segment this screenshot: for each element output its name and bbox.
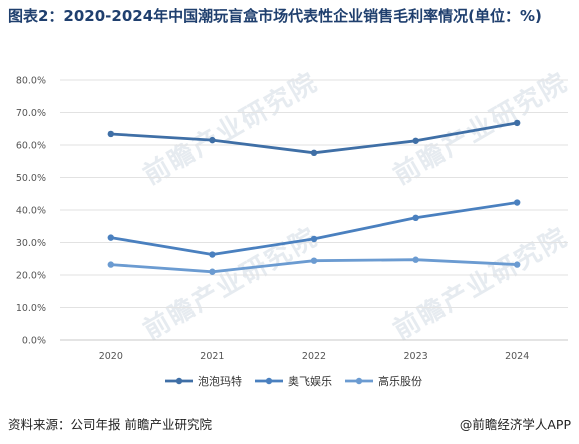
source-note: 资料来源：公司年报 前瞻产业研究院	[8, 417, 212, 432]
y-tick-label: 60.0%	[16, 141, 46, 152]
data-point	[514, 199, 521, 206]
x-tick-label: 2022	[302, 351, 326, 362]
x-tick-label: 2020	[99, 351, 123, 362]
y-axis-ticks: 0.0% 10.0% 20.0% 30.0% 40.0% 50.0% 60.0% 70.0% 8…	[16, 76, 46, 347]
watermark-text: 前瞻产业研究院	[138, 221, 323, 346]
legend-label: 奥飞娱乐	[288, 374, 332, 388]
legend-marker	[175, 377, 183, 385]
y-tick-label: 20.0%	[16, 271, 46, 282]
x-tick-label: 2021	[200, 351, 224, 362]
watermark-text: 前瞻产业研究院	[388, 221, 573, 346]
data-point	[514, 119, 521, 127]
data-point	[107, 130, 115, 138]
data-point	[412, 137, 419, 144]
data-point	[107, 234, 115, 241]
legend: 泡泡玛特 奥飞娱乐 高乐股份	[165, 374, 422, 388]
watermark-text: 前瞻产业研究院	[138, 66, 323, 191]
legend-marker	[355, 377, 363, 385]
y-tick-label: 80.0%	[16, 76, 46, 87]
data-point	[310, 257, 318, 264]
y-tick-label: 30.0%	[16, 238, 46, 249]
data-point	[310, 149, 318, 156]
data-point	[310, 235, 318, 243]
data-point	[412, 214, 419, 221]
data-point	[412, 256, 419, 263]
data-point	[209, 136, 216, 144]
y-tick-label: 50.0%	[16, 173, 46, 184]
y-tick-label: 0.0%	[22, 336, 46, 347]
y-tick-label: 70.0%	[16, 108, 46, 119]
data-point	[209, 251, 216, 258]
y-tick-label: 40.0%	[16, 206, 46, 217]
series-group	[107, 119, 521, 275]
chart-title: 图表2：2020-2024年中国潮玩盲盒市场代表性企业销售毛利率情况(单位：%)	[8, 7, 542, 25]
y-tick-label: 10.0%	[16, 303, 46, 314]
gridlines	[60, 79, 568, 341]
x-axis-ticks: 2020 2021 2022 2023 2024	[99, 351, 530, 362]
data-point	[514, 261, 521, 268]
data-point	[107, 261, 115, 268]
x-tick-label: 2024	[505, 351, 529, 362]
x-tick-label: 2023	[404, 351, 428, 362]
legend-marker	[265, 377, 273, 385]
data-point	[209, 268, 216, 275]
legend-label: 高乐股份	[378, 374, 422, 388]
legend-label: 泡泡玛特	[198, 374, 242, 388]
credit-note: @前瞻经济学人APP	[459, 417, 571, 432]
